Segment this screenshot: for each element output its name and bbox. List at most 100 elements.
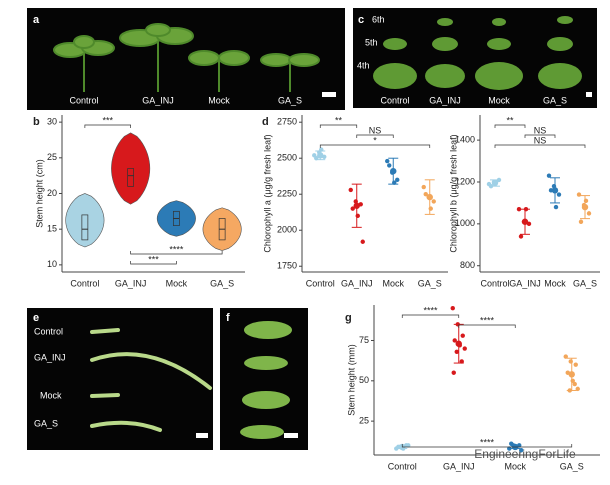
x-tick-label: GA_S <box>560 461 584 471</box>
x-tick-label: GA_S <box>418 278 442 288</box>
data-point <box>350 206 355 211</box>
data-point <box>519 447 524 453</box>
y-axis-label: Chlorophyll a (μg/g fresh leaf) <box>262 134 272 252</box>
photo-label: GA_INJ <box>429 95 461 105</box>
data-point <box>460 333 465 338</box>
mean-point <box>353 202 360 209</box>
panel-letter: e <box>33 312 39 324</box>
data-point <box>583 198 589 204</box>
y-tick-label: 10 <box>47 259 57 269</box>
row-label: 5th <box>365 37 378 47</box>
data-point <box>553 204 559 210</box>
data-point <box>450 306 455 311</box>
x-tick-label: Control <box>70 278 99 288</box>
data-point <box>516 207 522 212</box>
significance-label: NS <box>534 135 547 145</box>
data-point <box>385 158 390 164</box>
box <box>81 214 89 241</box>
y-tick-label: 1200 <box>455 176 475 186</box>
watermark: EngineeringForLife <box>474 447 576 461</box>
significance-bracket <box>319 144 431 148</box>
data-point <box>575 386 580 392</box>
y-tick-label: 1000 <box>455 218 475 228</box>
x-tick-label: GA_INJ <box>509 278 541 288</box>
y-tick-label: 25 <box>359 416 369 426</box>
data-point <box>568 359 573 364</box>
x-tick-label: GA_INJ <box>443 461 475 471</box>
mean-point <box>521 218 529 225</box>
photo-label: Control <box>380 95 409 105</box>
photo-label: Control <box>69 95 98 105</box>
photo-label: GA_S <box>34 418 58 428</box>
panel-letter: b <box>33 116 40 128</box>
y-axis-label: Chlorophyll b (μg/g fresh leaf) <box>448 134 458 252</box>
data-point <box>459 359 464 364</box>
data-point <box>546 173 552 178</box>
significance-label: **** <box>423 305 438 315</box>
y-axis-label: Stem height (cm) <box>34 159 44 228</box>
significance-label: *** <box>102 115 113 125</box>
data-point <box>573 362 578 367</box>
data-point <box>452 338 457 343</box>
y-tick-label: 75 <box>359 335 369 345</box>
x-tick-label: GA_INJ <box>341 278 373 288</box>
y-axis-label: Stem height (mm) <box>346 344 356 416</box>
panel-letter: c <box>358 14 364 26</box>
significance-bracket <box>130 261 177 265</box>
data-point <box>518 234 524 239</box>
photo-label: GA_INJ <box>34 352 66 362</box>
photo-label: GA_S <box>278 95 302 105</box>
y-tick-label: 2250 <box>277 189 297 199</box>
mean-point <box>390 167 397 175</box>
photo-label: Mock <box>40 390 62 400</box>
photo-f: f <box>220 308 308 450</box>
mean-point <box>581 203 589 211</box>
data-point <box>395 177 400 183</box>
y-tick-label: 800 <box>460 260 475 270</box>
significance-bracket <box>356 134 394 138</box>
y-tick-label: 15 <box>47 224 57 234</box>
significance-label: * <box>373 135 377 145</box>
panel-letter: g <box>345 312 352 324</box>
y-tick-label: 1400 <box>455 134 475 144</box>
y-tick-label: 2000 <box>277 225 297 235</box>
data-point <box>586 211 592 216</box>
data-point <box>431 199 436 204</box>
mean-point <box>568 371 575 378</box>
significance-bracket <box>494 144 586 148</box>
mean-point <box>455 340 462 347</box>
significance-label: **** <box>480 315 495 325</box>
y-tick-label: 25 <box>47 152 57 162</box>
x-tick-label: Mock <box>544 278 566 288</box>
x-tick-label: Control <box>388 461 417 471</box>
photo-label: GA_S <box>543 95 567 105</box>
significance-label: **** <box>169 244 184 254</box>
data-point <box>563 354 568 359</box>
significance-bracket <box>458 324 516 328</box>
data-point <box>423 192 428 197</box>
significance-label: NS <box>534 125 547 135</box>
data-point <box>348 187 353 193</box>
x-tick-label: GA_S <box>210 278 234 288</box>
data-point <box>387 163 392 168</box>
violin <box>65 193 105 248</box>
row-label: 6th <box>372 14 385 24</box>
data-point <box>355 213 360 219</box>
y-tick-label: 50 <box>359 375 369 385</box>
x-tick-label: Mock <box>166 278 188 288</box>
data-point <box>462 346 467 351</box>
y-tick-label: 30 <box>47 117 57 127</box>
x-tick-label: Mock <box>382 278 404 288</box>
data-point <box>572 381 577 387</box>
y-tick-label: 20 <box>47 188 57 198</box>
photo-label: Mock <box>208 95 230 105</box>
data-point <box>421 184 426 190</box>
y-tick-label: 2500 <box>277 153 297 163</box>
mean-point <box>491 179 499 187</box>
mean-point <box>317 152 324 159</box>
mean-point <box>551 187 559 194</box>
x-tick-label: Mock <box>504 461 526 471</box>
box <box>127 168 134 187</box>
data-point <box>360 239 365 244</box>
